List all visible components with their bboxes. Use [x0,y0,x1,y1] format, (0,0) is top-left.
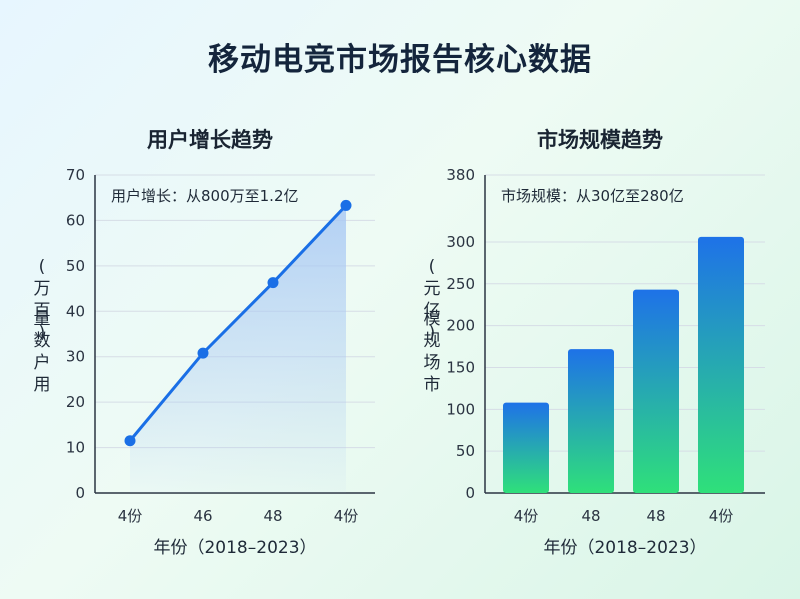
user-growth-panel: 用户增长趋势 0 10 20 30 40 50 60 70(万百) 量数户用年份（2018–20… [30,124,390,564]
market-size-xtick-label: 48 [581,507,600,525]
user-growth-xtick-label: 4份 [118,507,143,525]
market-size-ylabel-char: 场 [424,353,441,373]
user-growth-xtick-label: 4份 [334,507,359,525]
page-title: 移动电竞市场报告核心数据 [208,42,592,78]
market-size-bar [698,236,744,493]
market-size-ytick-label: 0 [465,484,475,502]
user-growth-series-line [128,204,348,442]
market-size-annotation: 市场规模：从30亿至280亿 [501,187,684,205]
user-growth-ylabel-line: 数户用 [34,331,51,395]
user-growth-ytick-label: 50 [66,257,85,275]
market-size-ytick-label: 100 [446,400,475,418]
market-size-ytick-label: 200 [446,317,475,335]
market-size-ylabel-line: (元亿) [424,257,441,343]
market-size-bar [633,289,679,493]
user-growth-xtick-label: 48 [263,507,282,525]
user-growth-ytick-label: 10 [66,439,85,457]
market-size-ylabel-line: 规场市 [424,331,441,395]
market-size-ytick-label: 380 [446,166,475,184]
user-growth-ylabel-char: ( [39,257,46,277]
market-size-ylabel-line: 模 [424,309,441,329]
user-growth-ylabel-line: 量 [34,309,51,329]
user-growth-ylabel-line: (万百) [34,257,51,343]
market-size-ylabel-char: 模 [424,309,441,329]
market-size-xtick-label: 4份 [709,507,734,525]
market-size-ylabel-char: 市 [424,375,441,395]
user-growth-area-fill [130,205,346,493]
user-growth-data-point [340,199,352,211]
market-size-bar [568,349,614,493]
user-growth-line-chart: 010203040506070(万百)量数户用年份（2018–2023）用户增长… [34,166,375,558]
market-size-ylabel-char: 亿 [424,301,441,321]
user-growth-annotation: 用户增长：从800万至1.2亿 [111,187,299,205]
market-size-ytick-label: 50 [456,442,475,460]
market-size-xtick-label: 4份 [514,507,539,525]
user-growth-xlabel: 年份（2018–2023） [153,538,316,558]
market-size-xlabel: 年份（2018–2023） [543,538,706,558]
market-size-xtick-label: 48 [646,507,665,525]
user-growth-ytick-label: 20 [66,393,85,411]
user-growth-ytick-label: 70 [66,166,85,184]
market-size-ylabel-char: 规 [424,331,441,351]
user-growth-ytick-label: 0 [75,484,85,502]
market-size-chart-title: 市场规模趋势 [537,128,663,152]
market-size-bar [503,402,549,493]
market-size-ytick-label: 150 [446,358,475,376]
user-growth-ylabel-char: 数 [34,331,51,351]
user-growth-ylabel-char: 百 [34,301,51,321]
market-size-ylabel-char: ) [429,323,436,343]
user-growth-xtick-label: 46 [193,507,212,525]
user-growth-ytick-label: 40 [66,302,85,320]
user-growth-ylabel-char: 量 [34,309,51,329]
user-growth-ylabel-char: 户 [34,353,51,373]
user-growth-data-point [197,347,209,359]
user-growth-chart-title: 用户增长趋势 [147,128,273,152]
market-size-ytick-label: 300 [446,233,475,251]
user-growth-ylabel-char: 用 [34,375,51,395]
market-size-ylabel-char: ( [429,257,436,277]
market-size-ytick-label: 250 [446,275,475,293]
market-size-ylabel-char: 元 [424,279,441,299]
user-growth-ylabel-char: ) [39,323,46,343]
market-size-bar-chart: 050100150200250300380(元亿)模规场市年份（2018–202… [424,166,765,558]
user-growth-ylabel-char: 万 [34,279,51,299]
market-size-panel: 市场规模趋势 0 50 100 150 200 250 300 380(元亿) 模规场市年份（2… [420,124,780,564]
user-growth-data-point [124,435,136,447]
user-growth-ytick-label: 30 [66,348,85,366]
user-growth-data-point [267,277,279,289]
user-growth-ytick-label: 60 [66,211,85,229]
